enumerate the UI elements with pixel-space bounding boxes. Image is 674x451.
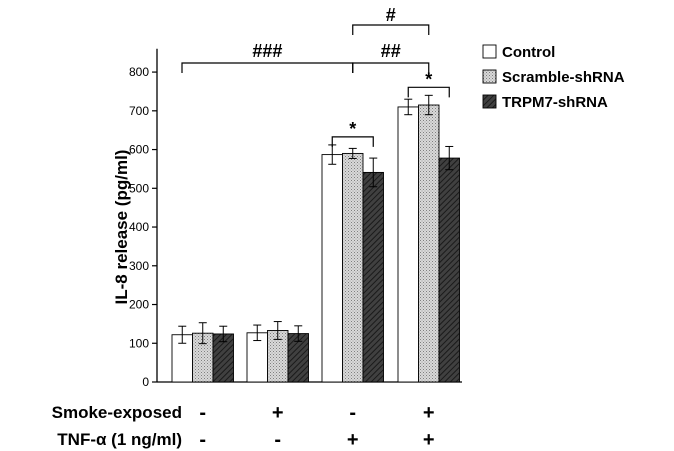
significance-bracket bbox=[407, 86, 450, 98]
legend-swatch bbox=[482, 44, 497, 59]
bars bbox=[171, 94, 460, 383]
y-tick-label: 500 bbox=[129, 181, 149, 195]
bar bbox=[321, 154, 343, 383]
y-tick-label: 300 bbox=[129, 259, 149, 273]
legend-swatch bbox=[482, 69, 497, 84]
condition-label: Smoke-exposed bbox=[52, 403, 182, 422]
y-tick-label: 200 bbox=[129, 298, 149, 312]
legend: Control Scramble-shRNA TRPM7-shRNA bbox=[482, 44, 625, 111]
condition-sign: - bbox=[199, 402, 206, 424]
condition-sign: + bbox=[272, 402, 284, 424]
significance-label: ### bbox=[252, 41, 282, 61]
legend-label: Scramble-shRNA bbox=[502, 69, 625, 86]
condition-label: TNF-α (1 ng/ml) bbox=[57, 430, 182, 449]
condition-sign: - bbox=[349, 402, 356, 424]
y-tick-label: 400 bbox=[129, 220, 149, 234]
significance-annotations: ### ###** bbox=[181, 5, 450, 147]
bar bbox=[438, 157, 460, 383]
y-tick-label: 800 bbox=[129, 65, 149, 79]
significance-label: ## bbox=[381, 41, 401, 61]
condition-sign: + bbox=[423, 402, 435, 424]
significance-label: # bbox=[386, 5, 396, 25]
significance-bracket bbox=[352, 62, 430, 73]
bar bbox=[397, 106, 419, 383]
y-tick-label: 0 bbox=[142, 375, 149, 389]
condition-sign: + bbox=[423, 429, 435, 451]
legend-swatch bbox=[482, 94, 497, 109]
legend-label: Control bbox=[502, 44, 555, 61]
significance-bracket bbox=[331, 136, 374, 147]
y-tick-label: 600 bbox=[129, 143, 149, 157]
bar bbox=[418, 104, 440, 383]
significance-label: * bbox=[425, 69, 432, 89]
bar bbox=[362, 171, 384, 383]
condition-sign: - bbox=[199, 429, 206, 451]
significance-bracket bbox=[352, 24, 430, 35]
y-tick-label: 700 bbox=[129, 104, 149, 118]
condition-sign: - bbox=[274, 429, 281, 451]
axes: 0 100 200 300 400 500 600 700 800 bbox=[129, 48, 462, 389]
y-tick-label: 100 bbox=[129, 336, 149, 350]
significance-label: * bbox=[349, 119, 356, 139]
bar bbox=[342, 152, 364, 383]
y-axis-label: IL-8 release (pg/ml) bbox=[112, 150, 131, 305]
legend-label: TRPM7-shRNA bbox=[502, 94, 608, 111]
significance-bracket bbox=[181, 62, 354, 73]
condition-table: Smoke-exposed - + - +TNF-α (1 ng/ml) - - + + bbox=[52, 402, 435, 451]
condition-sign: + bbox=[347, 429, 359, 451]
